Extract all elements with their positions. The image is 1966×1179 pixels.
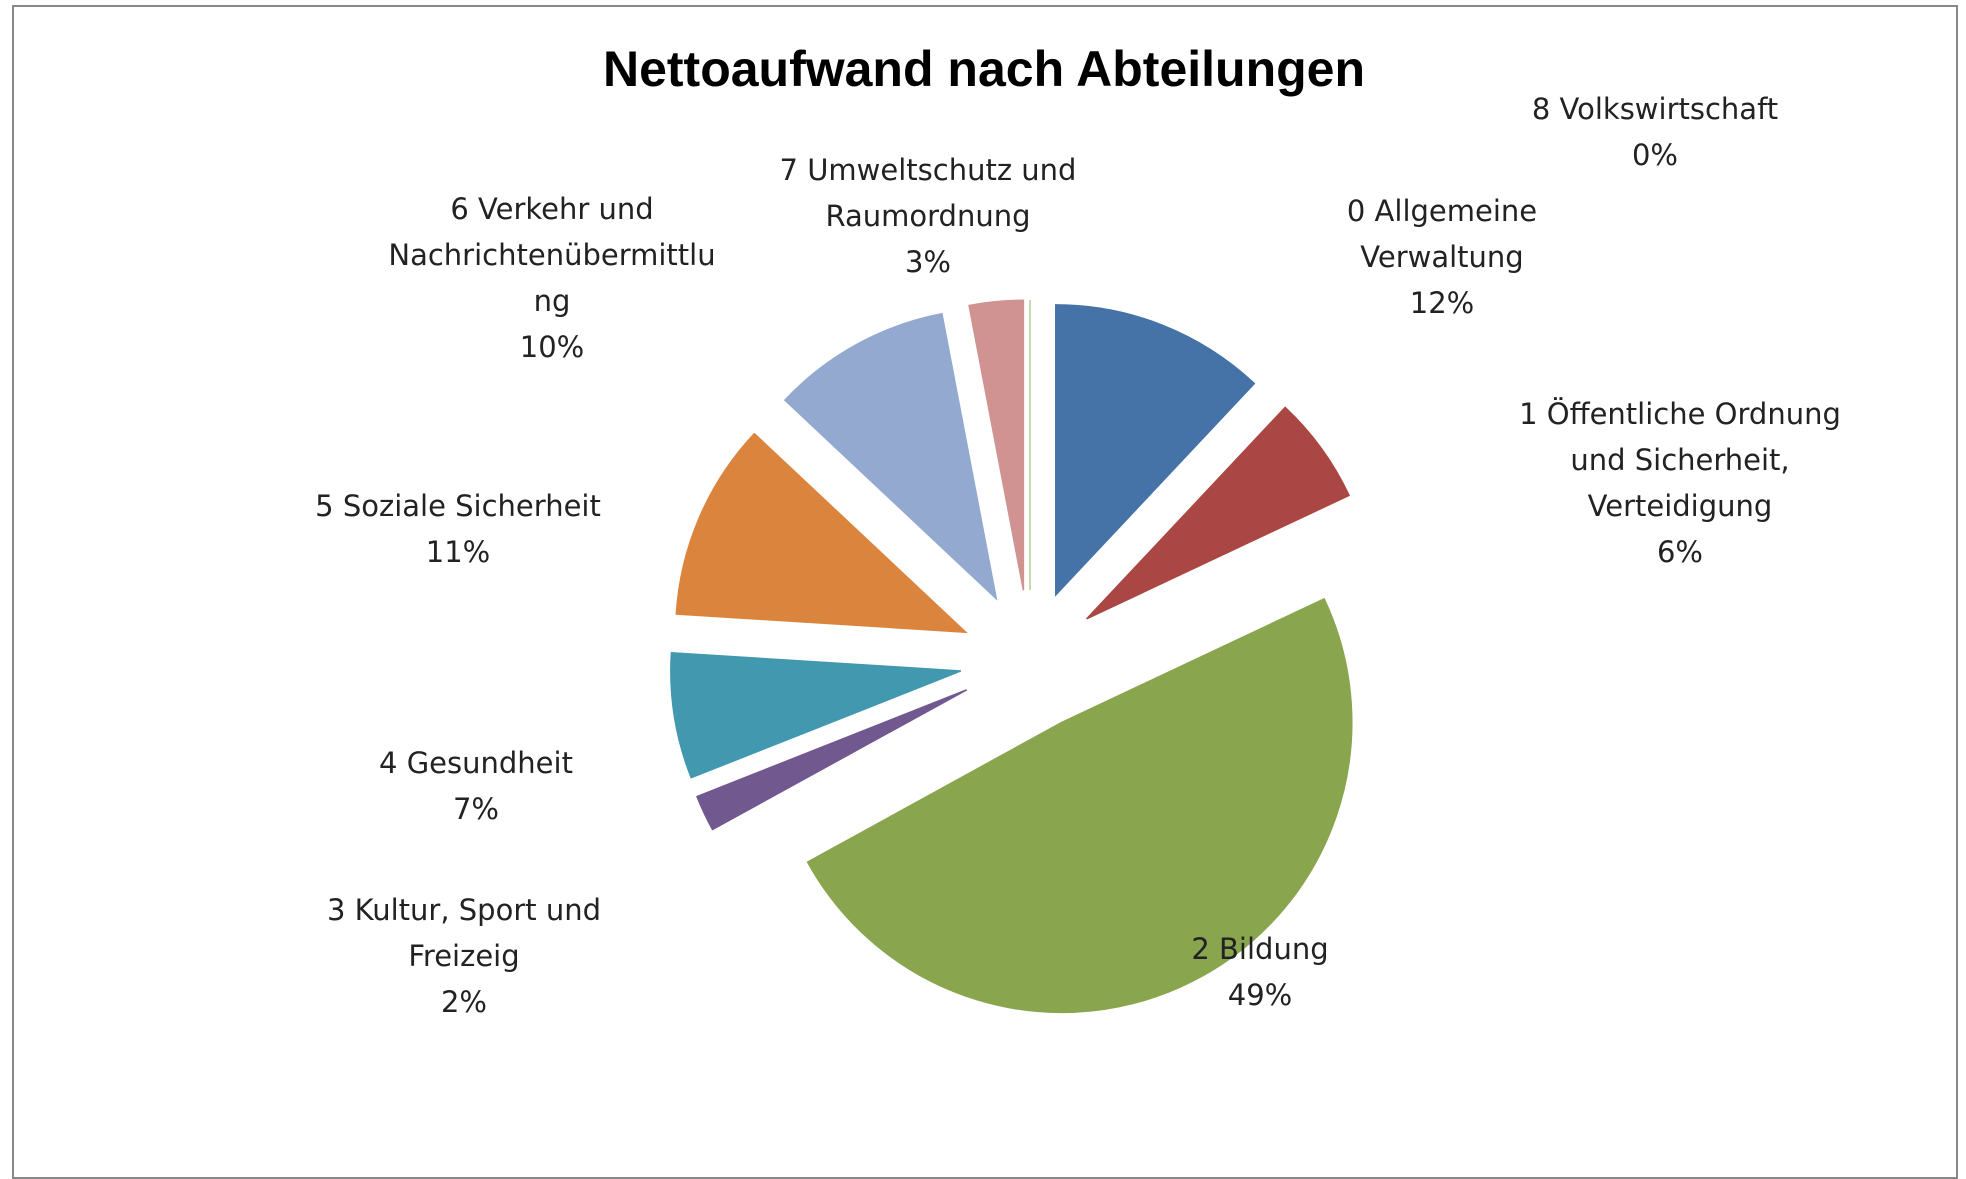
category-label: 6 Verkehr und Nachrichtenübermittlung xyxy=(388,192,716,318)
category-label: 0 Allgemeine Verwaltung xyxy=(1346,194,1538,274)
slice-label: 2 Bildung 49% xyxy=(1095,926,1425,1018)
slice-label: 3 Kultur, Sport und Freizeig 2% xyxy=(299,887,629,1025)
pie-slice xyxy=(806,597,1353,1014)
value-label: 2% xyxy=(440,985,487,1019)
value-label: 3% xyxy=(904,245,951,279)
value-label: 49% xyxy=(1227,978,1293,1012)
slice-label: 7 Umweltschutz und Raumordnung 3% xyxy=(763,147,1093,285)
pie-slice xyxy=(675,432,968,634)
value-label: 7% xyxy=(452,792,499,826)
slice-label: 4 Gesundheit 7% xyxy=(311,740,641,832)
chart-title: Nettoaufwand nach Abteilungen xyxy=(602,41,1366,97)
category-label: 5 Soziale Sicherheit xyxy=(315,489,601,523)
category-label: 7 Umweltschutz und Raumordnung xyxy=(779,153,1077,233)
category-label: 2 Bildung xyxy=(1191,932,1329,966)
slice-label: 6 Verkehr und Nachrichtenübermittlung 10% xyxy=(387,186,717,370)
slice-label: 0 Allgemeine Verwaltung 12% xyxy=(1277,188,1607,326)
category-label: 8 Volkswirtschaft xyxy=(1531,92,1779,126)
value-label: 10% xyxy=(519,330,585,364)
slice-label: 1 Öffentliche Ordnung und Sicherheit, Ve… xyxy=(1515,391,1845,575)
category-label: 3 Kultur, Sport und Freizeig xyxy=(326,893,602,973)
value-label: 6% xyxy=(1656,535,1703,569)
category-label: 1 Öffentliche Ordnung und Sicherheit, Ve… xyxy=(1519,397,1841,523)
category-label: 4 Gesundheit xyxy=(379,746,573,780)
pie-slice xyxy=(1086,406,1351,620)
slice-label: 8 Volkswirtschaft 0% xyxy=(1490,86,1820,178)
value-label: 0% xyxy=(1631,138,1678,172)
pie-slice xyxy=(968,299,1025,591)
value-label: 11% xyxy=(425,535,491,569)
value-label: 12% xyxy=(1409,286,1475,320)
pie-slice xyxy=(783,312,998,601)
pie-slice xyxy=(696,689,968,831)
pie-slice xyxy=(670,651,962,779)
frame xyxy=(12,5,1958,1179)
pie-slice xyxy=(1055,304,1256,597)
slice-label: 5 Soziale Sicherheit 11% xyxy=(293,483,623,575)
